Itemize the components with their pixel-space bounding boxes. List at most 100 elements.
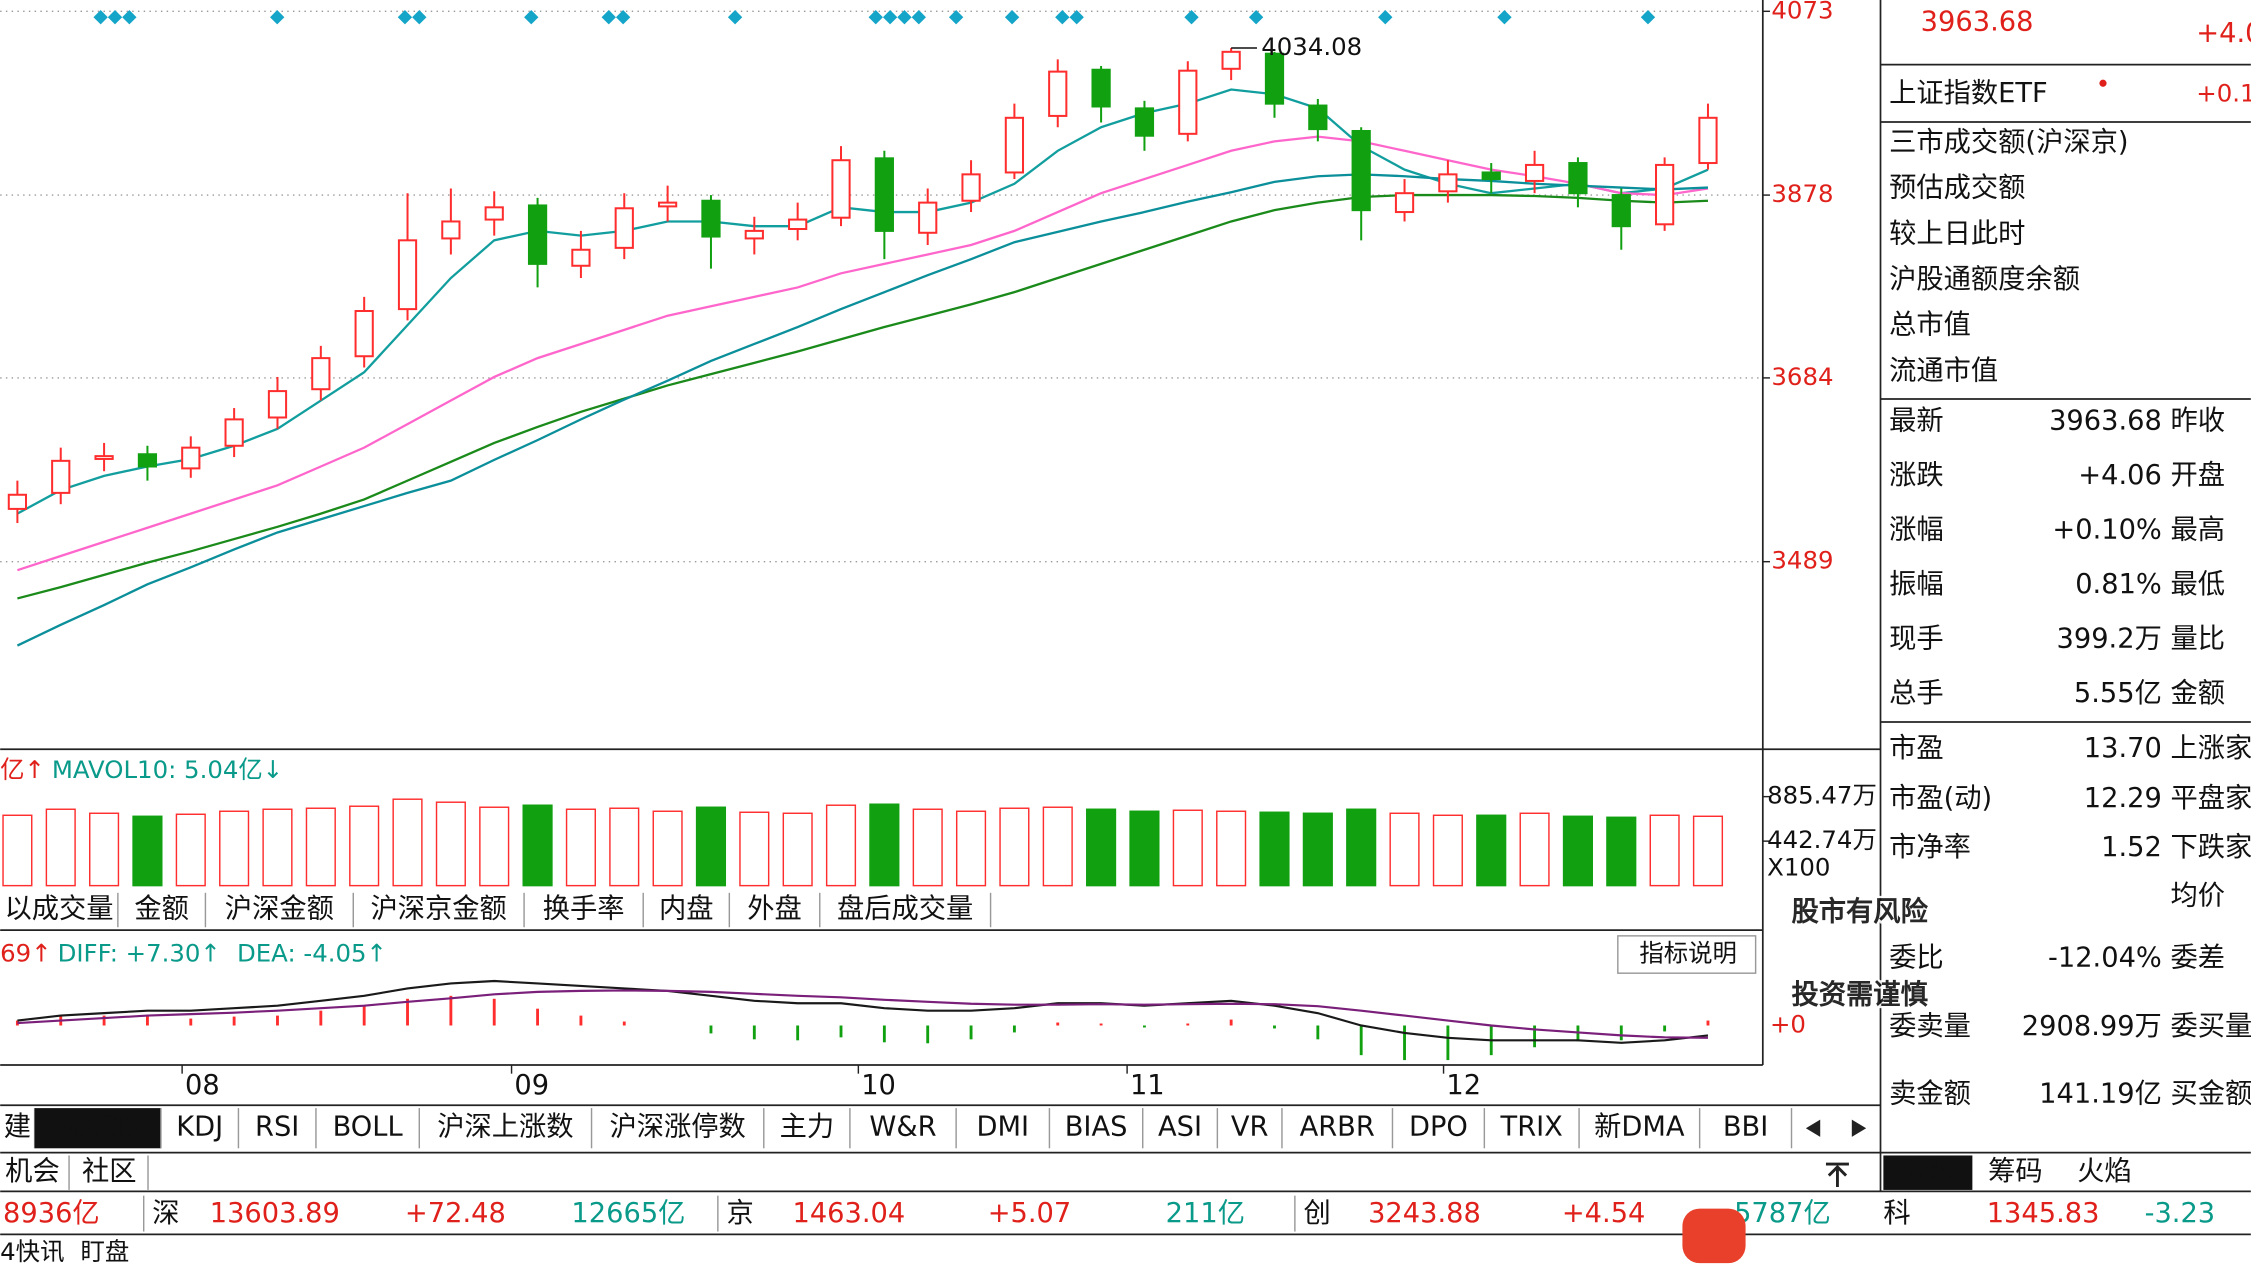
candle-body (744, 229, 764, 240)
panel-tab[interactable]: 分时 (1901, 1156, 1956, 1187)
volume-bar (522, 804, 553, 887)
candle-body (1004, 116, 1025, 174)
quote-label: 昨收 (2170, 406, 2225, 437)
indicator-tab[interactable]: 主力 (780, 1112, 835, 1143)
indicator-tab[interactable]: 沪深涨停数 (609, 1112, 745, 1143)
volume-bar (1129, 810, 1160, 887)
pin-icon[interactable] (1825, 1162, 1849, 1188)
event-marker (412, 10, 427, 25)
volume-bar (219, 810, 250, 887)
ticker-item: 211亿 (1166, 1198, 1245, 1229)
candle-body (1524, 163, 1545, 182)
volume-bar (89, 812, 120, 887)
volume-bar (825, 804, 857, 887)
indicator-tab[interactable]: BBI (1723, 1112, 1768, 1143)
help-button[interactable]: 指标说明 (1639, 939, 1737, 968)
volume-bar (175, 813, 206, 887)
quote-label: 量比 (2170, 624, 2225, 655)
quote-menu-item[interactable]: 流通市值 (1889, 355, 1998, 386)
quote-menu-item[interactable]: 预估成交额 (1889, 173, 2025, 204)
volume-bar (912, 808, 943, 887)
footer-item[interactable]: 盯盘 (81, 1237, 130, 1266)
candle-body (874, 157, 894, 232)
volume-tab[interactable]: 以成交量 (4, 894, 113, 925)
ke-label: 科 (1883, 1198, 1910, 1229)
indicator-tab[interactable]: W&R (869, 1112, 936, 1143)
quote-label: 平盘家 (2170, 783, 2251, 814)
volume-tab[interactable]: 金额 (134, 894, 189, 925)
indicator-tab[interactable]: RSI (255, 1112, 299, 1143)
nav-tab[interactable]: 机会 (5, 1156, 60, 1187)
indicator-tab[interactable]: BIAS (1065, 1112, 1128, 1143)
volume-bar (1216, 810, 1247, 887)
nav-tab[interactable]: 社区 (82, 1156, 137, 1187)
volume-bar (1346, 808, 1377, 887)
candle-body (267, 390, 288, 419)
y-tick-label: 3489 (1771, 546, 1833, 575)
indicator-tab[interactable]: ASI (1158, 1112, 1202, 1143)
volume-unit: X100 (1767, 852, 1830, 881)
indicator-tab[interactable]: TRIX (1500, 1112, 1563, 1143)
footer-item[interactable]: 4快讯 (0, 1237, 64, 1266)
event-marker (868, 10, 883, 25)
quote-label: 下跌家 (2170, 832, 2251, 863)
indicator-tab[interactable]: 建 (4, 1112, 31, 1143)
y-tick-label: 3684 (1771, 362, 1833, 391)
volume-bar (1432, 814, 1463, 887)
candle-body (701, 199, 721, 238)
volume-tab[interactable]: 沪深金额 (225, 894, 334, 925)
indicator-tab[interactable]: 沪深上涨数 (437, 1112, 573, 1143)
indicator-tab[interactable]: KDJ (176, 1112, 223, 1143)
indicator-tab[interactable]: 新DMA (1594, 1112, 1685, 1143)
candle-body (918, 201, 938, 234)
quote-label: 市盈 (1889, 733, 1944, 764)
volume-bar (1606, 816, 1637, 887)
indicator-tab[interactable]: ARBR (1300, 1112, 1375, 1143)
x-tick-label: 12 (1446, 1070, 1481, 1101)
event-marker (1497, 10, 1512, 25)
ticker-item: +5.07 (988, 1198, 1072, 1229)
active-tab-bg (1883, 1155, 1973, 1190)
quote-menu-item[interactable]: 总市值 (1889, 310, 1971, 341)
volume-tab[interactable]: 换手率 (543, 894, 625, 925)
candle-body (1134, 107, 1155, 137)
volume-tab[interactable]: 沪深京金额 (371, 894, 507, 925)
volume-tab[interactable]: 外盘 (747, 894, 802, 925)
volume-tick-label: 885.47万 (1767, 781, 1877, 810)
indicator-tab[interactable]: DPO (1409, 1112, 1468, 1143)
candle-body (397, 239, 418, 311)
candle-body (1091, 68, 1111, 108)
candle-body (441, 220, 461, 240)
indicator-tab[interactable]: MACD (57, 1112, 139, 1143)
volume-tab[interactable]: 盘后成交量 (837, 894, 973, 925)
volume-bar (955, 810, 987, 887)
scroll-right[interactable] (1851, 1119, 1867, 1137)
candle-body (1481, 171, 1501, 181)
quote-menu-item[interactable]: 三市成交额(沪深京) (1889, 127, 2128, 158)
event-marker (524, 10, 539, 25)
event-marker (615, 10, 631, 25)
candle-body (571, 248, 591, 267)
active-tab-bg (34, 1108, 161, 1149)
indicator-tab[interactable]: DMI (976, 1112, 1029, 1143)
quote-etf[interactable]: 上证指数ETF (1889, 78, 2048, 109)
macd-zero-label: +0 (1770, 1009, 1806, 1038)
x-tick-label: 09 (514, 1070, 549, 1101)
watermark: 投资需谨慎 (1792, 980, 1928, 1011)
quote-menu-item[interactable]: 较上日此时 (1889, 218, 2025, 249)
volume-bar (435, 801, 466, 887)
volume-bar (132, 815, 163, 887)
panel-tab[interactable]: 火焰 (2077, 1156, 2132, 1187)
candle-body (1568, 162, 1588, 195)
candle-body (1178, 69, 1198, 135)
scroll-left[interactable] (1805, 1119, 1821, 1137)
quote-menu-item[interactable]: 沪股通额度余额 (1889, 264, 2080, 295)
ke-value: 1345.83 (1987, 1198, 2100, 1229)
event-marker (897, 10, 912, 25)
volume-tab[interactable]: 内盘 (659, 894, 714, 925)
indicator-tab[interactable]: BOLL (333, 1112, 404, 1143)
indicator-tab[interactable]: VR (1231, 1112, 1269, 1143)
volume-bar (1302, 812, 1333, 887)
panel-tab[interactable]: 筹码 (1988, 1156, 2043, 1187)
